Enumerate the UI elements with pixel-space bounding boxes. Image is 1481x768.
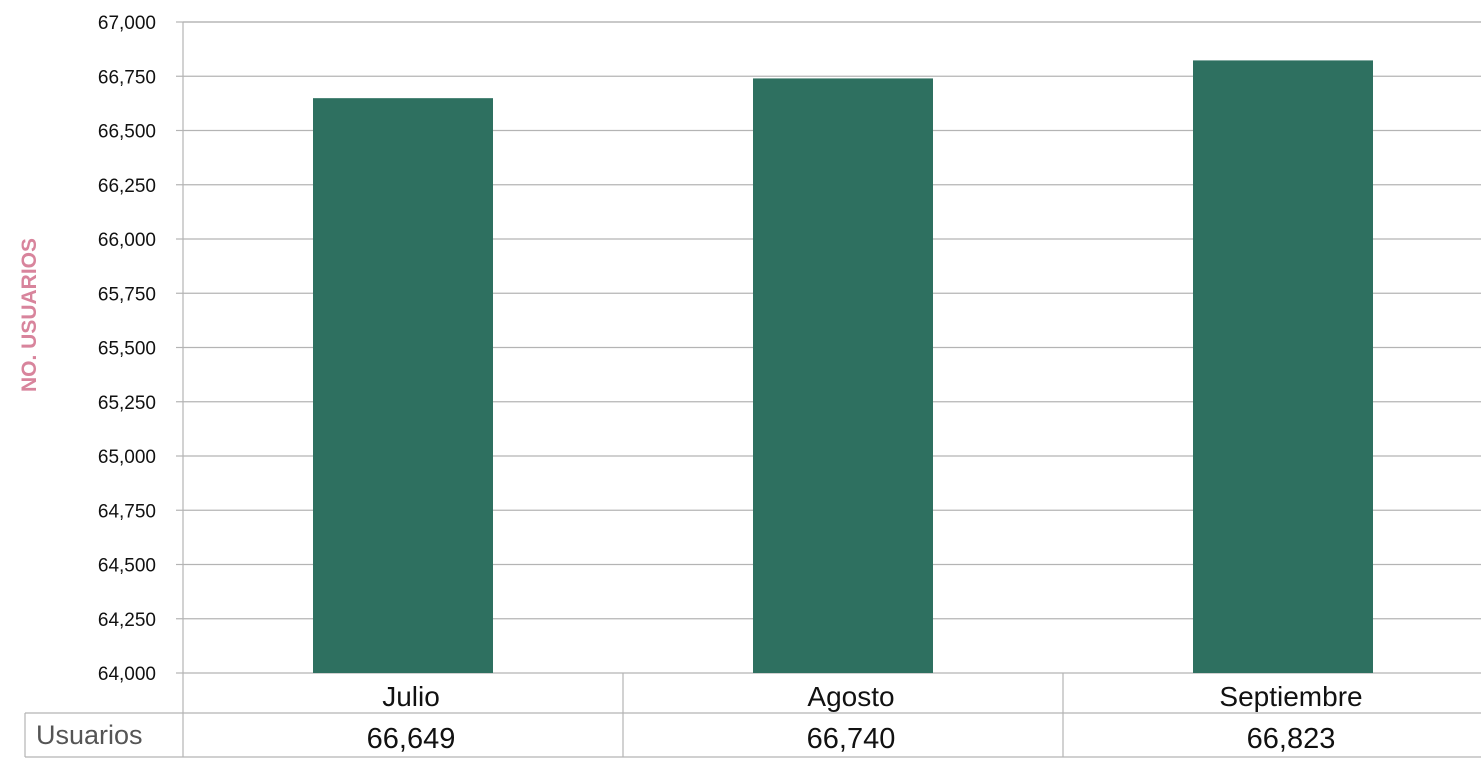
y-tick-label: 64,000 — [98, 664, 156, 685]
x-tick-label: Septiembre — [1219, 681, 1362, 712]
y-tick-label: 64,250 — [98, 610, 156, 631]
y-tick-label: 66,250 — [98, 176, 156, 197]
data-table-value: 66,823 — [1247, 723, 1336, 755]
table-row-label: Usuarios — [36, 720, 143, 750]
data-table-value: 66,740 — [807, 723, 896, 755]
data-table-value: 66,649 — [367, 723, 456, 755]
bar-septiembre — [1193, 60, 1373, 674]
y-tick-label: 65,250 — [98, 393, 156, 414]
data-table: Usuarios Julio 66,649 Agosto 66,740 Septiembr… — [24, 673, 1481, 758]
y-tick-label: 64,500 — [98, 556, 156, 577]
y-tick-label: 65,000 — [98, 447, 156, 468]
y-tick-label: 66,750 — [98, 67, 156, 88]
y-tick-label: 64,750 — [98, 501, 156, 522]
y-tick-label: 66,000 — [98, 230, 156, 251]
y-axis-title: NO. USUARIOS — [18, 238, 41, 392]
bar-agosto — [753, 78, 933, 674]
y-tick-labels: 64,000 64,250 64,500 64,750 65,000 65,250 65,5… — [98, 13, 156, 685]
x-tick-label: Julio — [382, 681, 440, 712]
y-tick-label: 66,500 — [98, 122, 156, 143]
y-tick-label: 65,500 — [98, 339, 156, 360]
x-tick-label: Agosto — [807, 681, 894, 712]
bars — [313, 60, 1373, 674]
bar-julio — [313, 98, 493, 674]
y-tick-label: 65,750 — [98, 284, 156, 305]
y-tick-label: 67,000 — [98, 13, 156, 34]
